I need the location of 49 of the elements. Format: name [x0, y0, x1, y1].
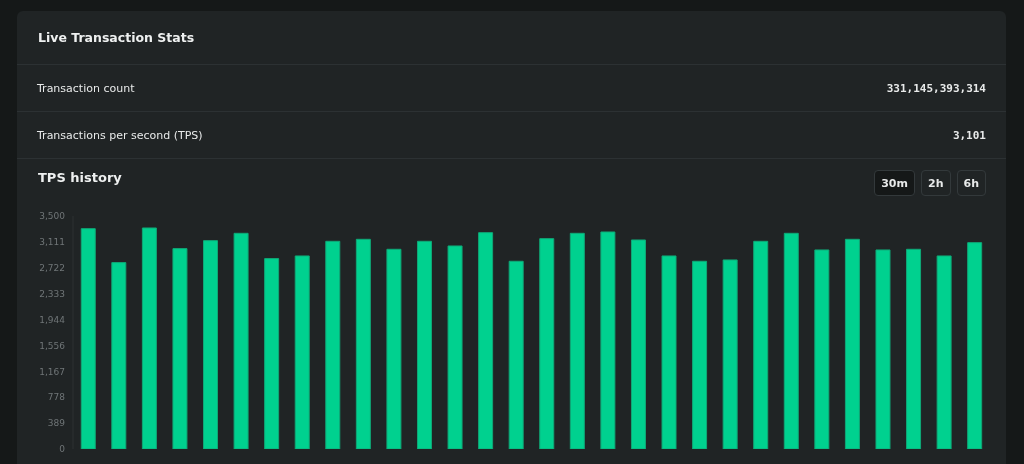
bar [325, 240, 341, 449]
chart-title: TPS history [38, 170, 122, 185]
y-tick-label: 389 [47, 418, 66, 429]
y-tick-label: 1,167 [39, 366, 65, 377]
text: 2h [921, 170, 951, 196]
y-tick-label: 0 [59, 444, 66, 455]
y-tick-label: 3,111 [39, 237, 65, 248]
text: 331,145,393,314 [886, 81, 986, 95]
bar [692, 260, 708, 449]
y-tick-label: 1,556 [39, 340, 66, 351]
bar [355, 238, 371, 449]
bar [478, 232, 494, 449]
y-tick-label: 778 [47, 392, 66, 403]
bar [906, 248, 922, 449]
bar [294, 255, 310, 449]
bar [783, 232, 799, 449]
bar [447, 245, 463, 449]
text: Transactions per second (TPS) [37, 128, 203, 142]
bar [386, 248, 402, 449]
bar [753, 240, 769, 449]
text: Transaction count [37, 81, 135, 95]
bar [967, 242, 983, 449]
bar [569, 232, 585, 449]
bar [416, 240, 432, 449]
text: 3,101 [952, 128, 986, 142]
bar [630, 239, 646, 449]
bar [508, 260, 524, 449]
text: Live Transaction Stats [17, 11, 1006, 65]
bar [936, 255, 952, 449]
bar [80, 228, 96, 449]
y-tick-label: 2,722 [39, 262, 65, 273]
y-tick-label: 1,944 [39, 314, 66, 325]
bar [875, 249, 891, 449]
bar [661, 255, 677, 449]
bar [722, 259, 738, 449]
bar [814, 249, 830, 449]
y-tick-label: 3,500 [39, 211, 66, 222]
bar [539, 238, 555, 449]
bar [141, 227, 157, 449]
bar [844, 238, 860, 449]
bar [600, 231, 616, 449]
bar [264, 258, 280, 449]
bar [203, 240, 219, 449]
bar [111, 262, 127, 449]
text: 6h [956, 170, 986, 196]
text: 30m [874, 170, 915, 196]
bar [172, 248, 188, 449]
y-tick-label: 2,333 [39, 288, 65, 299]
bar [233, 232, 249, 449]
